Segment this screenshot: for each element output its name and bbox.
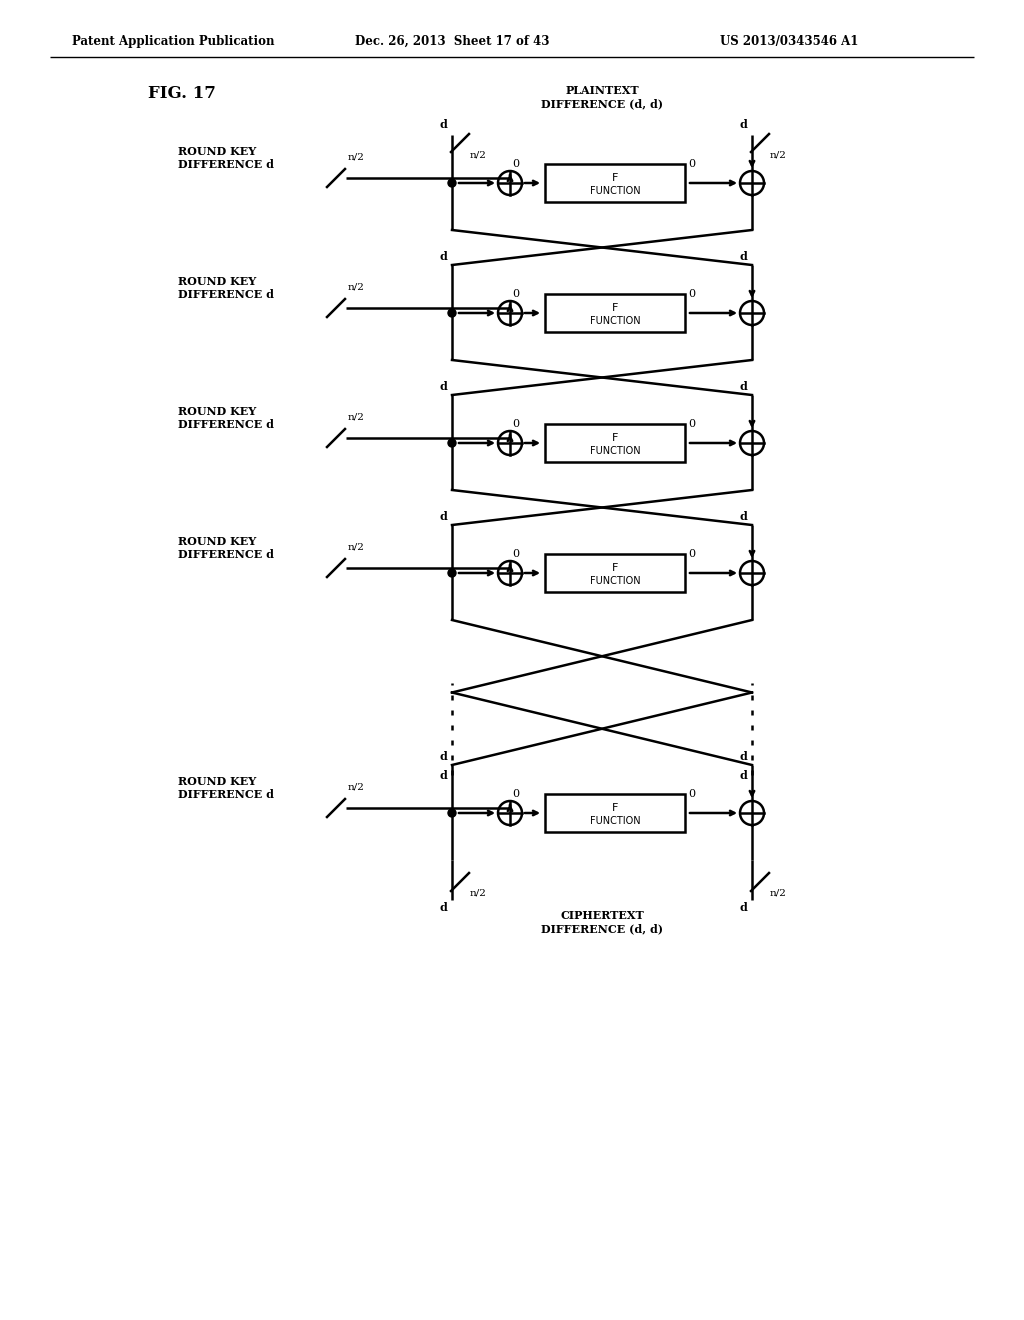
Text: US 2013/0343546 A1: US 2013/0343546 A1: [720, 36, 858, 48]
Text: n/2: n/2: [470, 888, 486, 898]
Text: d: d: [439, 902, 447, 913]
Text: d: d: [739, 511, 746, 521]
Text: ROUND KEY
DIFFERENCE d: ROUND KEY DIFFERENCE d: [178, 276, 274, 300]
Bar: [545, 164, 685, 202]
Text: d: d: [739, 770, 746, 781]
Text: n/2: n/2: [348, 152, 365, 161]
Text: Patent Application Publication: Patent Application Publication: [72, 36, 274, 48]
Text: d: d: [739, 381, 746, 392]
Text: FUNCTION: FUNCTION: [590, 816, 640, 826]
Text: F: F: [611, 433, 618, 444]
Circle shape: [449, 569, 456, 577]
Text: 0: 0: [688, 289, 695, 300]
Text: 0: 0: [688, 789, 695, 799]
Text: 0: 0: [688, 158, 695, 169]
Text: n/2: n/2: [348, 543, 365, 550]
Text: n/2: n/2: [470, 150, 486, 160]
Text: FUNCTION: FUNCTION: [590, 317, 640, 326]
Text: FUNCTION: FUNCTION: [590, 446, 640, 457]
Circle shape: [449, 809, 456, 817]
Text: 0: 0: [512, 158, 519, 169]
Bar: [545, 554, 685, 591]
Text: d: d: [739, 751, 746, 762]
Text: 0: 0: [512, 789, 519, 799]
Text: F: F: [611, 173, 618, 183]
Text: PLAINTEXT
DIFFERENCE (d, d): PLAINTEXT DIFFERENCE (d, d): [541, 84, 663, 108]
Text: ROUND KEY
DIFFERENCE d: ROUND KEY DIFFERENCE d: [178, 776, 274, 800]
Text: n/2: n/2: [770, 888, 786, 898]
Text: F: F: [611, 304, 618, 313]
Bar: [545, 424, 685, 462]
Text: d: d: [439, 751, 447, 762]
Text: 0: 0: [688, 549, 695, 558]
Text: F: F: [611, 564, 618, 573]
Text: n/2: n/2: [770, 150, 786, 160]
Text: FUNCTION: FUNCTION: [590, 577, 640, 586]
Text: ROUND KEY
DIFFERENCE d: ROUND KEY DIFFERENCE d: [178, 147, 274, 170]
Text: FUNCTION: FUNCTION: [590, 186, 640, 197]
Text: n/2: n/2: [348, 412, 365, 421]
Circle shape: [449, 180, 456, 187]
Text: d: d: [739, 119, 746, 129]
Text: d: d: [439, 511, 447, 521]
Text: 0: 0: [512, 418, 519, 429]
Text: 0: 0: [688, 418, 695, 429]
Text: ROUND KEY
DIFFERENCE d: ROUND KEY DIFFERENCE d: [178, 536, 274, 560]
Text: n/2: n/2: [348, 781, 365, 791]
Bar: [545, 294, 685, 333]
Text: d: d: [439, 381, 447, 392]
Circle shape: [449, 440, 456, 447]
Text: n/2: n/2: [348, 282, 365, 290]
Text: d: d: [439, 119, 447, 129]
Text: FIG. 17: FIG. 17: [148, 84, 216, 102]
Circle shape: [449, 309, 456, 317]
Text: Dec. 26, 2013  Sheet 17 of 43: Dec. 26, 2013 Sheet 17 of 43: [355, 36, 550, 48]
Text: d: d: [739, 251, 746, 261]
Text: d: d: [439, 251, 447, 261]
Text: F: F: [611, 804, 618, 813]
Text: d: d: [439, 770, 447, 781]
Text: ROUND KEY
DIFFERENCE d: ROUND KEY DIFFERENCE d: [178, 407, 274, 430]
Text: CIPHERTEXT
DIFFERENCE (d, d): CIPHERTEXT DIFFERENCE (d, d): [541, 909, 663, 933]
Text: 0: 0: [512, 549, 519, 558]
Text: 0: 0: [512, 289, 519, 300]
Text: d: d: [739, 902, 746, 913]
Bar: [545, 795, 685, 832]
